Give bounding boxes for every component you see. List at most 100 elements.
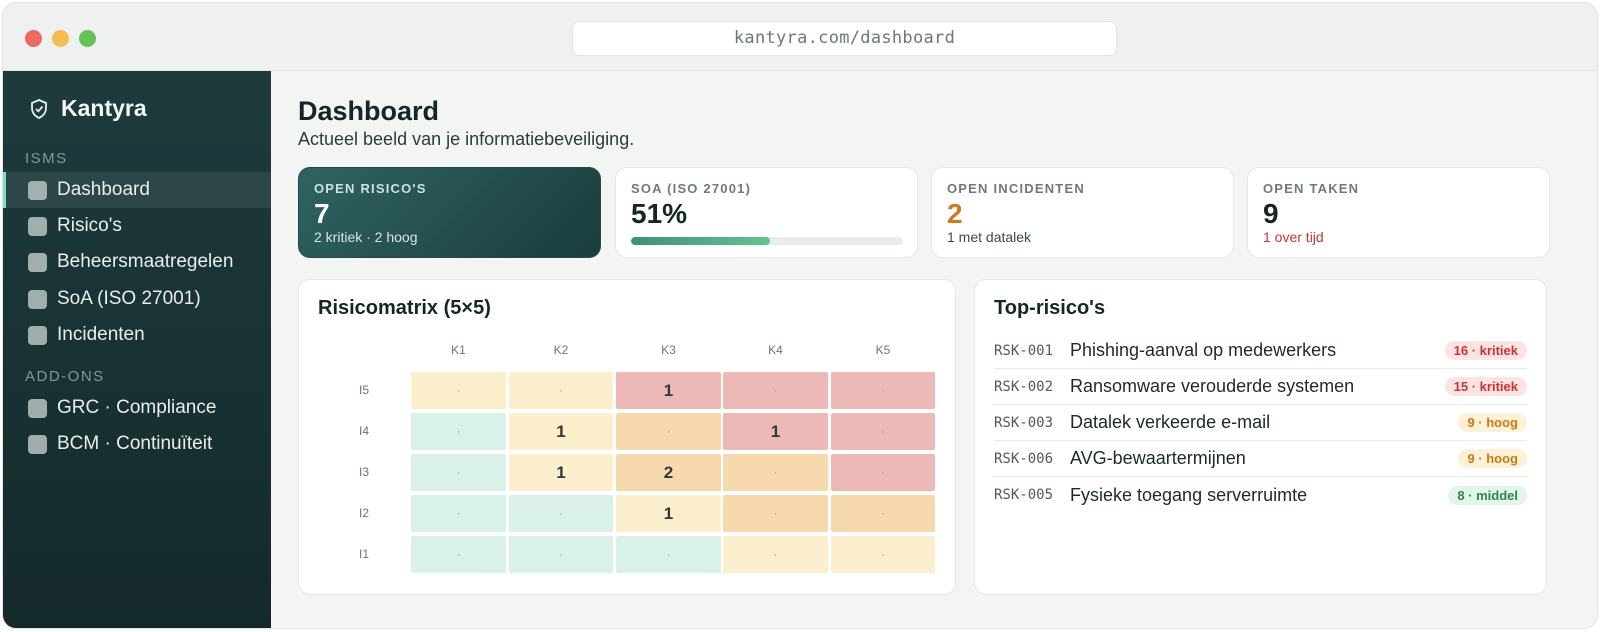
sidebar-item-soa[interactable]: SoA (ISO 27001) [3, 281, 271, 317]
risk-title: Ransomware verouderde systemen [1070, 376, 1355, 396]
matrix-cell[interactable]: 2 [616, 454, 721, 491]
sidebar-item-risicos[interactable]: Risico's [3, 208, 271, 244]
stat-card-open-tasks[interactable]: OPEN TAKEN 9 1 over tijd [1247, 167, 1550, 258]
sidebar-item-label: BCM · Continuïteit [57, 433, 213, 454]
matrix-column-label: K4 [768, 343, 783, 357]
matrix-cell[interactable]: · [831, 495, 935, 532]
sidebar-item-incidenten[interactable]: Incidenten [3, 317, 271, 353]
matrix-row-label: I2 [358, 506, 369, 520]
sidebar-item-bcm[interactable]: BCM · Continuïteit [3, 426, 271, 462]
risk-row[interactable]: RSK-003 Datalek verkeerde e-mail 9 · hoog [994, 405, 1527, 441]
stat-value: 2 [947, 198, 963, 229]
title-bar: kantyra.com/dashboard [3, 3, 1597, 71]
minimize-window-button[interactable] [52, 30, 69, 47]
section-label-isms: ISMS [25, 150, 68, 167]
stat-card-open-risks[interactable]: OPEN RISICO'S 7 2 kritiek · 2 hoog [298, 167, 601, 258]
stat-sub: 2 kritiek · 2 hoog [314, 229, 418, 245]
risk-score-badge: 16 · kritiek [1444, 341, 1527, 360]
matrix-cell[interactable]: · [509, 372, 613, 409]
matrix-cell[interactable]: · [723, 372, 828, 409]
maximize-window-button[interactable] [79, 30, 96, 47]
risks-icon [28, 216, 47, 236]
risk-title: Datalek verkeerde e-mail [1070, 412, 1271, 432]
matrix-cell[interactable]: · [509, 536, 613, 573]
matrix-cell[interactable]: · [616, 413, 721, 450]
matrix-cell[interactable]: · [831, 454, 935, 491]
risk-score-badge: 15 · kritiek [1444, 377, 1527, 396]
risk-score-badge: 9 · hoog [1458, 449, 1527, 468]
matrix-cell[interactable]: 1 [616, 372, 721, 409]
matrix-cell[interactable]: · [411, 495, 506, 532]
sidebar: Kantyra ISMS Dashboard Risico's Beheersm… [3, 71, 271, 628]
sidebar-item-label: Dashboard [57, 179, 150, 200]
matrix-cell[interactable]: · [616, 536, 721, 573]
dashboard-icon [28, 180, 47, 200]
brand[interactable]: Kantyra [29, 95, 147, 122]
matrix-cell[interactable]: 1 [616, 495, 721, 532]
risk-id: RSK-001 [994, 342, 1054, 359]
risk-score-badge: 8 · middel [1448, 485, 1527, 505]
matrix-cell[interactable]: · [831, 536, 935, 573]
matrix-cell[interactable]: · [411, 536, 506, 573]
address-bar[interactable]: kantyra.com/dashboard [572, 21, 1117, 56]
matrix-cell[interactable]: 1 [723, 413, 828, 450]
matrix-cell[interactable]: 1 [509, 413, 613, 450]
matrix-cell[interactable]: · [411, 372, 506, 409]
matrix-cell[interactable]: · [411, 454, 506, 491]
stat-value: 9 [1263, 198, 1279, 229]
matrix-row-label: I3 [358, 465, 369, 479]
stat-label: OPEN TAKEN [1263, 181, 1360, 196]
sidebar-item-label: SoA (ISO 27001) [57, 288, 201, 309]
page-title: Dashboard [298, 96, 440, 126]
matrix-cell[interactable]: · [411, 413, 506, 450]
matrix-column-label: K2 [553, 343, 569, 357]
risk-id: RSK-006 [994, 450, 1054, 467]
continuity-icon [28, 434, 47, 454]
controls-icon [28, 252, 47, 272]
sidebar-item-label: Risico's [57, 215, 122, 236]
risk-score-badge: 9 · hoog [1458, 413, 1527, 432]
matrix-row-label: I5 [358, 383, 369, 397]
sidebar-item-beheersmaatregelen[interactable]: Beheersmaatregelen [3, 244, 271, 280]
stat-value: 7 [314, 198, 330, 229]
soa-icon [28, 289, 47, 309]
matrix-cell[interactable]: 1 [509, 454, 613, 491]
matrix-row-label: I1 [358, 547, 369, 561]
main-content: Dashboard Actueel beeld van je informati… [271, 71, 1597, 628]
stat-sub: 1 over tijd [1263, 229, 1324, 245]
matrix-cell[interactable]: · [723, 454, 828, 491]
risk-id: RSK-005 [994, 487, 1054, 503]
risk-row[interactable]: RSK-002 Ransomware verouderde systemen 15 … [994, 369, 1527, 405]
sidebar-item-label: GRC · Compliance [57, 397, 217, 418]
panel-title: Top-risico's [994, 297, 1106, 319]
panel-title: Risicomatrix (5×5) [318, 297, 491, 319]
sidebar-item-grc[interactable]: GRC · Compliance [3, 390, 271, 426]
stat-value: 51% [631, 198, 688, 229]
risk-row[interactable]: RSK-001 Phishing-aanval op medewerkers 16 … [994, 333, 1527, 369]
matrix-cell[interactable]: · [509, 495, 613, 532]
matrix-cell[interactable]: · [723, 495, 828, 532]
matrix-column-label: K5 [875, 343, 891, 357]
risk-row[interactable]: RSK-005 Fysieke toegang serverruimte 8 · m… [994, 477, 1527, 513]
stat-label: OPEN RISICO'S [314, 181, 427, 196]
stat-card-open-incidents[interactable]: OPEN INCIDENTEN 2 1 met datalek [931, 167, 1234, 258]
page-subtitle: Actueel beeld van je informatiebeveiligi… [298, 129, 635, 149]
matrix-cell[interactable]: · [831, 413, 935, 450]
risk-title: AVG-bewaartermijnen [1070, 448, 1246, 468]
risk-title: Fysieke toegang serverruimte [1070, 484, 1308, 505]
risk-row[interactable]: RSK-006 AVG-bewaartermijnen 9 · hoog [994, 441, 1527, 477]
matrix-cell[interactable]: · [831, 372, 935, 409]
stat-sub: 1 met datalek [947, 229, 1032, 245]
matrix-row-label: I4 [358, 424, 369, 438]
risk-id: RSK-002 [994, 378, 1054, 395]
risk-id: RSK-003 [994, 414, 1054, 431]
sidebar-item-dashboard[interactable]: Dashboard [3, 172, 271, 208]
matrix-column-label: K3 [661, 343, 676, 357]
compliance-icon [28, 398, 47, 418]
section-label-add-ons: ADD-ONS [25, 368, 105, 385]
close-window-button[interactable] [25, 30, 42, 47]
matrix-cell[interactable]: · [723, 536, 828, 573]
incidents-icon [28, 325, 47, 345]
stat-card-soa[interactable]: SOA (ISO 27001) 51% [615, 167, 918, 258]
